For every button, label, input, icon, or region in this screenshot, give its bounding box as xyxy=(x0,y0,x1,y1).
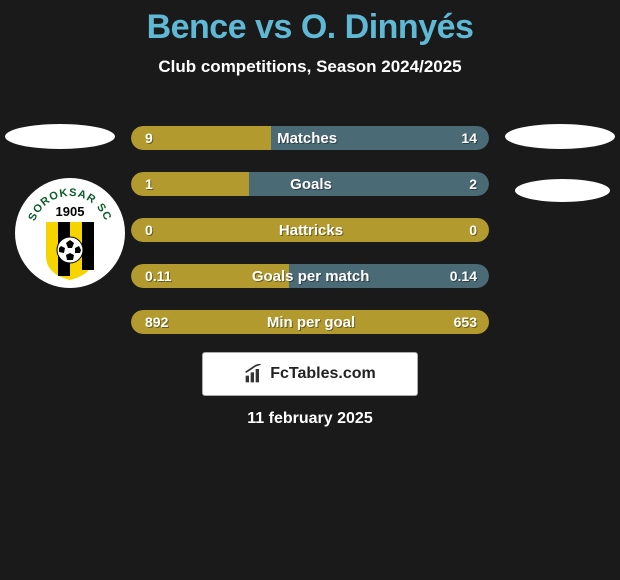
stat-bar: 1Goals2 xyxy=(131,172,489,196)
stat-value-right: 653 xyxy=(454,314,489,330)
stat-bar: 0Hattricks0 xyxy=(131,218,489,242)
stat-value-left: 892 xyxy=(131,314,168,330)
stat-label: Matches xyxy=(153,130,462,147)
stat-value-left: 1 xyxy=(131,176,153,192)
club-left-badge: SOROKSAR SC 1905 xyxy=(15,178,125,288)
stat-value-left: 9 xyxy=(131,130,153,146)
club-badge-svg: SOROKSAR SC 1905 xyxy=(15,178,125,288)
chart-icon xyxy=(244,364,264,384)
stat-label: Goals per match xyxy=(171,268,449,285)
footer-site-badge[interactable]: FcTables.com xyxy=(202,352,418,396)
club-right-ellipse xyxy=(515,179,610,202)
stat-bar: 0.11Goals per match0.14 xyxy=(131,264,489,288)
stat-value-right: 2 xyxy=(469,176,489,192)
player-right-ellipse xyxy=(505,124,615,149)
subtitle: Club competitions, Season 2024/2025 xyxy=(0,57,620,77)
club-badge-year: 1905 xyxy=(56,204,85,219)
stat-bar: 892Min per goal653 xyxy=(131,310,489,334)
stat-value-left: 0.11 xyxy=(131,268,171,284)
club-badge-shield xyxy=(46,222,94,280)
stat-value-right: 0 xyxy=(469,222,489,238)
stat-value-right: 14 xyxy=(461,130,489,146)
footer-date: 11 february 2025 xyxy=(247,410,372,428)
page-title: Bence vs O. Dinnyés xyxy=(0,0,620,47)
stat-label: Hattricks xyxy=(153,222,469,239)
footer-site-label: FcTables.com xyxy=(270,365,376,383)
stat-value-left: 0 xyxy=(131,222,153,238)
stat-bar: 9Matches14 xyxy=(131,126,489,150)
stats-bars: 9Matches14 1Goals2 0Hattricks0 0.11Goals pe… xyxy=(131,126,489,356)
stat-label: Goals xyxy=(153,176,469,193)
player-left-ellipse xyxy=(5,124,115,149)
stat-value-right: 0.14 xyxy=(450,268,489,284)
stat-label: Min per goal xyxy=(168,314,453,331)
